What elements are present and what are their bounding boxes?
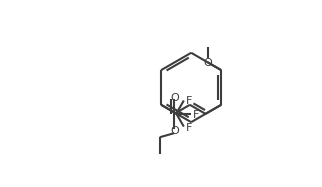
Text: F: F [193,110,199,119]
Text: F: F [185,96,192,107]
Text: F: F [185,123,192,133]
Text: O: O [203,58,212,68]
Text: O: O [171,126,179,136]
Text: O: O [171,93,179,103]
